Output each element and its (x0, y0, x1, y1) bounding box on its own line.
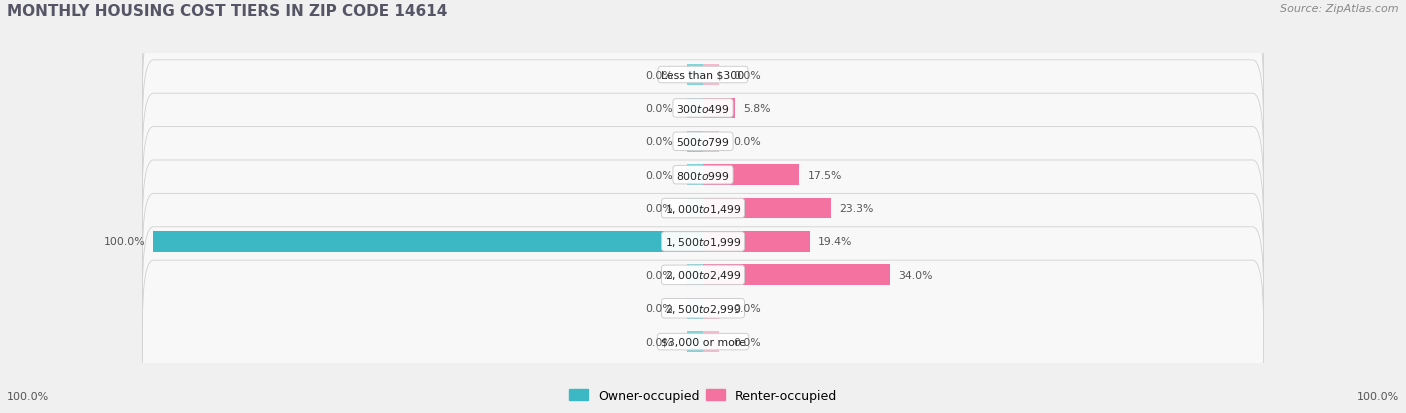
Text: 100.0%: 100.0% (7, 392, 49, 401)
Text: 0.0%: 0.0% (645, 270, 672, 280)
Bar (703, 165, 799, 185)
FancyBboxPatch shape (142, 261, 1264, 413)
Text: 0.0%: 0.0% (645, 137, 672, 147)
Text: 0.0%: 0.0% (645, 170, 672, 180)
Text: 23.3%: 23.3% (839, 204, 873, 214)
Bar (703, 332, 720, 352)
FancyBboxPatch shape (142, 161, 1264, 323)
Bar (686, 332, 703, 352)
Text: MONTHLY HOUSING COST TIERS IN ZIP CODE 14614: MONTHLY HOUSING COST TIERS IN ZIP CODE 1… (7, 4, 447, 19)
Text: 0.0%: 0.0% (734, 70, 761, 80)
Text: 0.0%: 0.0% (645, 204, 672, 214)
Text: 0.0%: 0.0% (645, 104, 672, 114)
Text: 34.0%: 34.0% (898, 270, 932, 280)
Text: Source: ZipAtlas.com: Source: ZipAtlas.com (1281, 4, 1399, 14)
Text: $2,000 to $2,499: $2,000 to $2,499 (665, 269, 741, 282)
Text: 0.0%: 0.0% (645, 70, 672, 80)
Bar (703, 298, 720, 319)
FancyBboxPatch shape (142, 27, 1264, 190)
Text: 100.0%: 100.0% (104, 237, 145, 247)
Bar (703, 265, 890, 285)
Text: $3,000 or more: $3,000 or more (661, 337, 745, 347)
Bar (686, 265, 703, 285)
Text: Less than $300: Less than $300 (661, 70, 745, 80)
Bar (686, 198, 703, 219)
Text: 0.0%: 0.0% (645, 337, 672, 347)
Bar (703, 98, 735, 119)
Bar (703, 232, 810, 252)
Text: $800 to $999: $800 to $999 (676, 169, 730, 181)
FancyBboxPatch shape (142, 127, 1264, 290)
FancyBboxPatch shape (142, 194, 1264, 356)
FancyBboxPatch shape (142, 94, 1264, 256)
Bar (703, 132, 720, 152)
Bar (703, 65, 720, 85)
FancyBboxPatch shape (142, 227, 1264, 390)
Text: 0.0%: 0.0% (645, 304, 672, 313)
Text: $300 to $499: $300 to $499 (676, 103, 730, 115)
FancyBboxPatch shape (142, 0, 1264, 157)
Text: 100.0%: 100.0% (1357, 392, 1399, 401)
Bar (686, 298, 703, 319)
Bar (703, 198, 831, 219)
FancyBboxPatch shape (142, 61, 1264, 223)
Text: $500 to $799: $500 to $799 (676, 136, 730, 148)
Legend: Owner-occupied, Renter-occupied: Owner-occupied, Renter-occupied (564, 384, 842, 407)
Text: 0.0%: 0.0% (734, 304, 761, 313)
Text: $1,000 to $1,499: $1,000 to $1,499 (665, 202, 741, 215)
Bar (686, 65, 703, 85)
Bar (686, 98, 703, 119)
Text: $2,500 to $2,999: $2,500 to $2,999 (665, 302, 741, 315)
Text: 0.0%: 0.0% (734, 337, 761, 347)
Text: 5.8%: 5.8% (744, 104, 770, 114)
Bar (686, 132, 703, 152)
Text: $1,500 to $1,999: $1,500 to $1,999 (665, 235, 741, 248)
Bar (153, 232, 703, 252)
Bar (686, 165, 703, 185)
Text: 17.5%: 17.5% (807, 170, 842, 180)
Text: 0.0%: 0.0% (734, 137, 761, 147)
Text: 19.4%: 19.4% (818, 237, 852, 247)
